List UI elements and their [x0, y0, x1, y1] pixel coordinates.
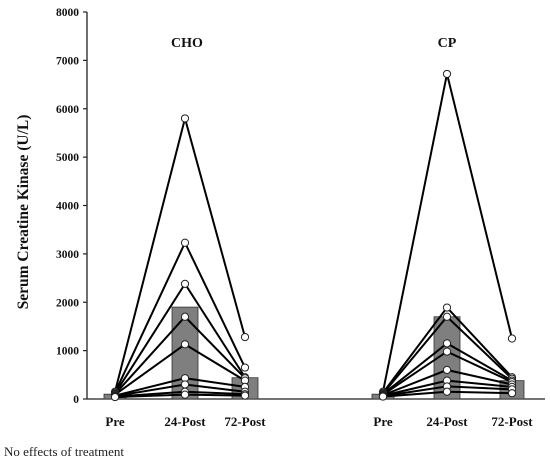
data-point	[442, 303, 452, 312]
data-point	[180, 390, 190, 399]
data-point	[180, 238, 190, 247]
data-point	[180, 279, 190, 288]
category-label: Pre	[105, 414, 124, 429]
footnote: No effects of treatment	[4, 444, 124, 459]
y-tick-label: 3000	[56, 249, 79, 261]
data-point	[442, 339, 452, 348]
y-tick-label: 8000	[56, 7, 79, 19]
data-point	[240, 391, 250, 400]
category-label: 24-Post	[164, 414, 206, 429]
y-axis-label: Serum Creatine Kinase (U/L)	[15, 115, 32, 310]
category-label: Pre	[373, 414, 392, 429]
y-tick-label: 6000	[56, 104, 79, 116]
data-point	[180, 340, 190, 349]
data-point	[240, 363, 250, 372]
category-label: 24-Post	[426, 414, 468, 429]
y-tick-label: 0	[73, 394, 79, 406]
data-point	[240, 332, 250, 342]
data-point	[507, 334, 517, 343]
category-label: 72-Post	[491, 414, 533, 429]
y-tick-label: 4000	[56, 201, 79, 213]
group-title: CP	[438, 36, 457, 51]
data-point	[442, 365, 452, 375]
y-tick-label: 1000	[56, 346, 79, 358]
data-point	[442, 347, 452, 356]
data-point	[507, 389, 517, 398]
data-point	[110, 392, 120, 402]
y-tick-label: 2000	[56, 297, 79, 309]
chart: 0 1000 2000 3000 4000 5000 6000 7000 8000 Pre 24-…	[15, 7, 545, 429]
data-point	[180, 114, 190, 123]
data-point	[180, 312, 190, 321]
data-point	[378, 392, 388, 401]
data-point	[180, 380, 190, 389]
data-point	[442, 387, 452, 396]
y-tick-label: 7000	[56, 55, 79, 67]
group-title: CHO	[171, 36, 203, 51]
individual-points	[110, 69, 517, 402]
labels: Pre 24-Post 72-Post CHO Pre 24-Post 72-Post CP	[105, 36, 533, 429]
data-point	[442, 312, 452, 321]
data-point	[442, 69, 452, 79]
y-axis: 0 1000 2000 3000 4000 5000 6000 7000 8000	[56, 7, 88, 406]
bars	[103, 306, 525, 400]
category-label: 72-Post	[224, 414, 266, 429]
y-tick-label: 5000	[56, 152, 79, 164]
